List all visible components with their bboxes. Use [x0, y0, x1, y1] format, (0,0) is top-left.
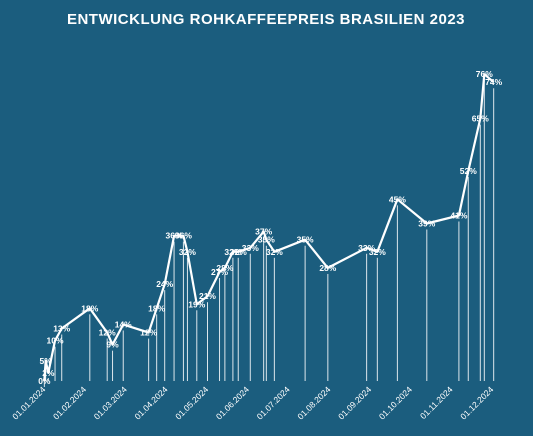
drop-lines	[43, 80, 495, 387]
data-label: 18%	[148, 303, 165, 313]
series-line	[43, 73, 495, 382]
data-label: 2%	[42, 368, 55, 378]
data-label: 32%	[266, 247, 283, 257]
data-label: 35%	[297, 235, 314, 245]
x-tick-label: 01.07.2024	[255, 384, 292, 421]
x-tick-label: 01.02.2024	[51, 384, 88, 421]
data-label: 12%	[140, 328, 157, 338]
x-tick-label: 01.05.2024	[173, 384, 210, 421]
data-label: 13%	[53, 324, 70, 334]
data-label: 74%	[485, 77, 502, 87]
data-label: 32%	[369, 247, 386, 257]
x-tick-label: 01.10.2024	[377, 384, 414, 421]
data-label: 36%	[166, 231, 183, 241]
data-label: 9%	[106, 340, 119, 350]
data-label: 32%	[230, 247, 247, 257]
x-tick-label: 01.11.2024	[418, 384, 455, 421]
data-label: 10%	[47, 336, 64, 346]
data-label: 33%	[242, 243, 259, 253]
data-label: 12%	[99, 328, 116, 338]
data-label: 36%	[175, 231, 192, 241]
data-labels: 0%5%2%10%13%18%12%9%14%12%18%24%36%36%32…	[38, 69, 502, 386]
data-label: 32%	[179, 247, 196, 257]
x-tick-label: 01.08.2024	[295, 384, 332, 421]
data-label: 19%	[188, 299, 205, 309]
data-label: 41%	[450, 210, 467, 220]
data-label: 18%	[81, 303, 98, 313]
data-label: 0%	[38, 376, 51, 386]
data-label: 21%	[199, 291, 216, 301]
data-label: 76%	[476, 69, 493, 79]
data-label: 5%	[40, 356, 53, 366]
data-label: 52%	[460, 166, 477, 176]
x-tick-label: 01.01.2024	[10, 384, 47, 421]
data-label: 39%	[418, 219, 435, 229]
data-label: 37%	[255, 227, 272, 237]
x-axis-ticks: 01.01.2024 01.02.2024 01.03.2024 01.04.2024…	[10, 384, 495, 421]
data-label: 35%	[258, 235, 275, 245]
data-label: 27%	[211, 267, 228, 277]
x-tick-label: 01.06.2024	[214, 384, 251, 421]
x-tick-label: 01.12.2024	[458, 384, 495, 421]
data-label: 28%	[319, 263, 336, 273]
x-tick-label: 01.03.2024	[92, 384, 129, 421]
data-label: 33%	[358, 243, 375, 253]
data-label: 28%	[216, 263, 233, 273]
data-label: 14%	[115, 319, 132, 329]
chart-title: ENTWICKLUNG ROHKAFFEEPREIS BRASILIEN 202…	[67, 11, 465, 28]
data-label: 32%	[224, 247, 241, 257]
data-label: 45%	[389, 194, 406, 204]
data-label: 65%	[472, 114, 489, 124]
data-label: 24%	[156, 279, 173, 289]
x-tick-label: 01.09.2024	[336, 384, 373, 421]
x-tick-label: 01.04.2024	[132, 384, 169, 421]
